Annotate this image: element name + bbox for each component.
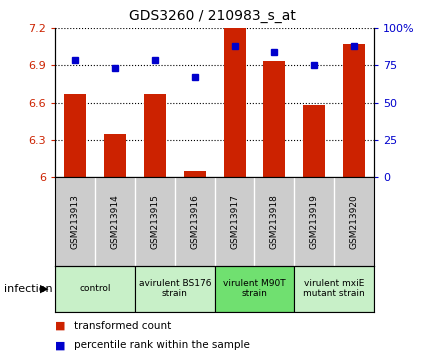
Text: control: control (79, 284, 111, 293)
Text: ▶: ▶ (40, 284, 49, 293)
Text: avirulent BS176
strain: avirulent BS176 strain (139, 279, 211, 298)
Text: virulent M90T
strain: virulent M90T strain (223, 279, 286, 298)
Bar (135, 266, 215, 312)
Bar (184, 171, 206, 177)
Text: transformed count: transformed count (74, 321, 172, 331)
Text: infection: infection (4, 284, 53, 293)
Text: GSM213919: GSM213919 (310, 194, 319, 249)
Bar (224, 28, 246, 177)
Bar (144, 94, 166, 177)
Text: ■: ■ (55, 340, 66, 350)
Bar (104, 134, 126, 177)
Bar (215, 266, 294, 312)
Bar (303, 105, 325, 177)
Bar (343, 45, 365, 177)
Text: GSM213915: GSM213915 (150, 194, 159, 249)
Text: ■: ■ (55, 321, 66, 331)
Text: GSM213914: GSM213914 (110, 194, 119, 249)
Text: GSM213918: GSM213918 (270, 194, 279, 249)
Text: percentile rank within the sample: percentile rank within the sample (74, 340, 250, 350)
Text: GSM213920: GSM213920 (350, 194, 359, 249)
Text: GDS3260 / 210983_s_at: GDS3260 / 210983_s_at (129, 9, 296, 23)
Text: GSM213916: GSM213916 (190, 194, 199, 249)
Text: GSM213917: GSM213917 (230, 194, 239, 249)
Bar (264, 61, 285, 177)
Bar (294, 266, 374, 312)
Bar (55, 266, 135, 312)
Text: virulent mxiE
mutant strain: virulent mxiE mutant strain (303, 279, 365, 298)
Text: GSM213913: GSM213913 (71, 194, 79, 249)
Bar (64, 94, 86, 177)
